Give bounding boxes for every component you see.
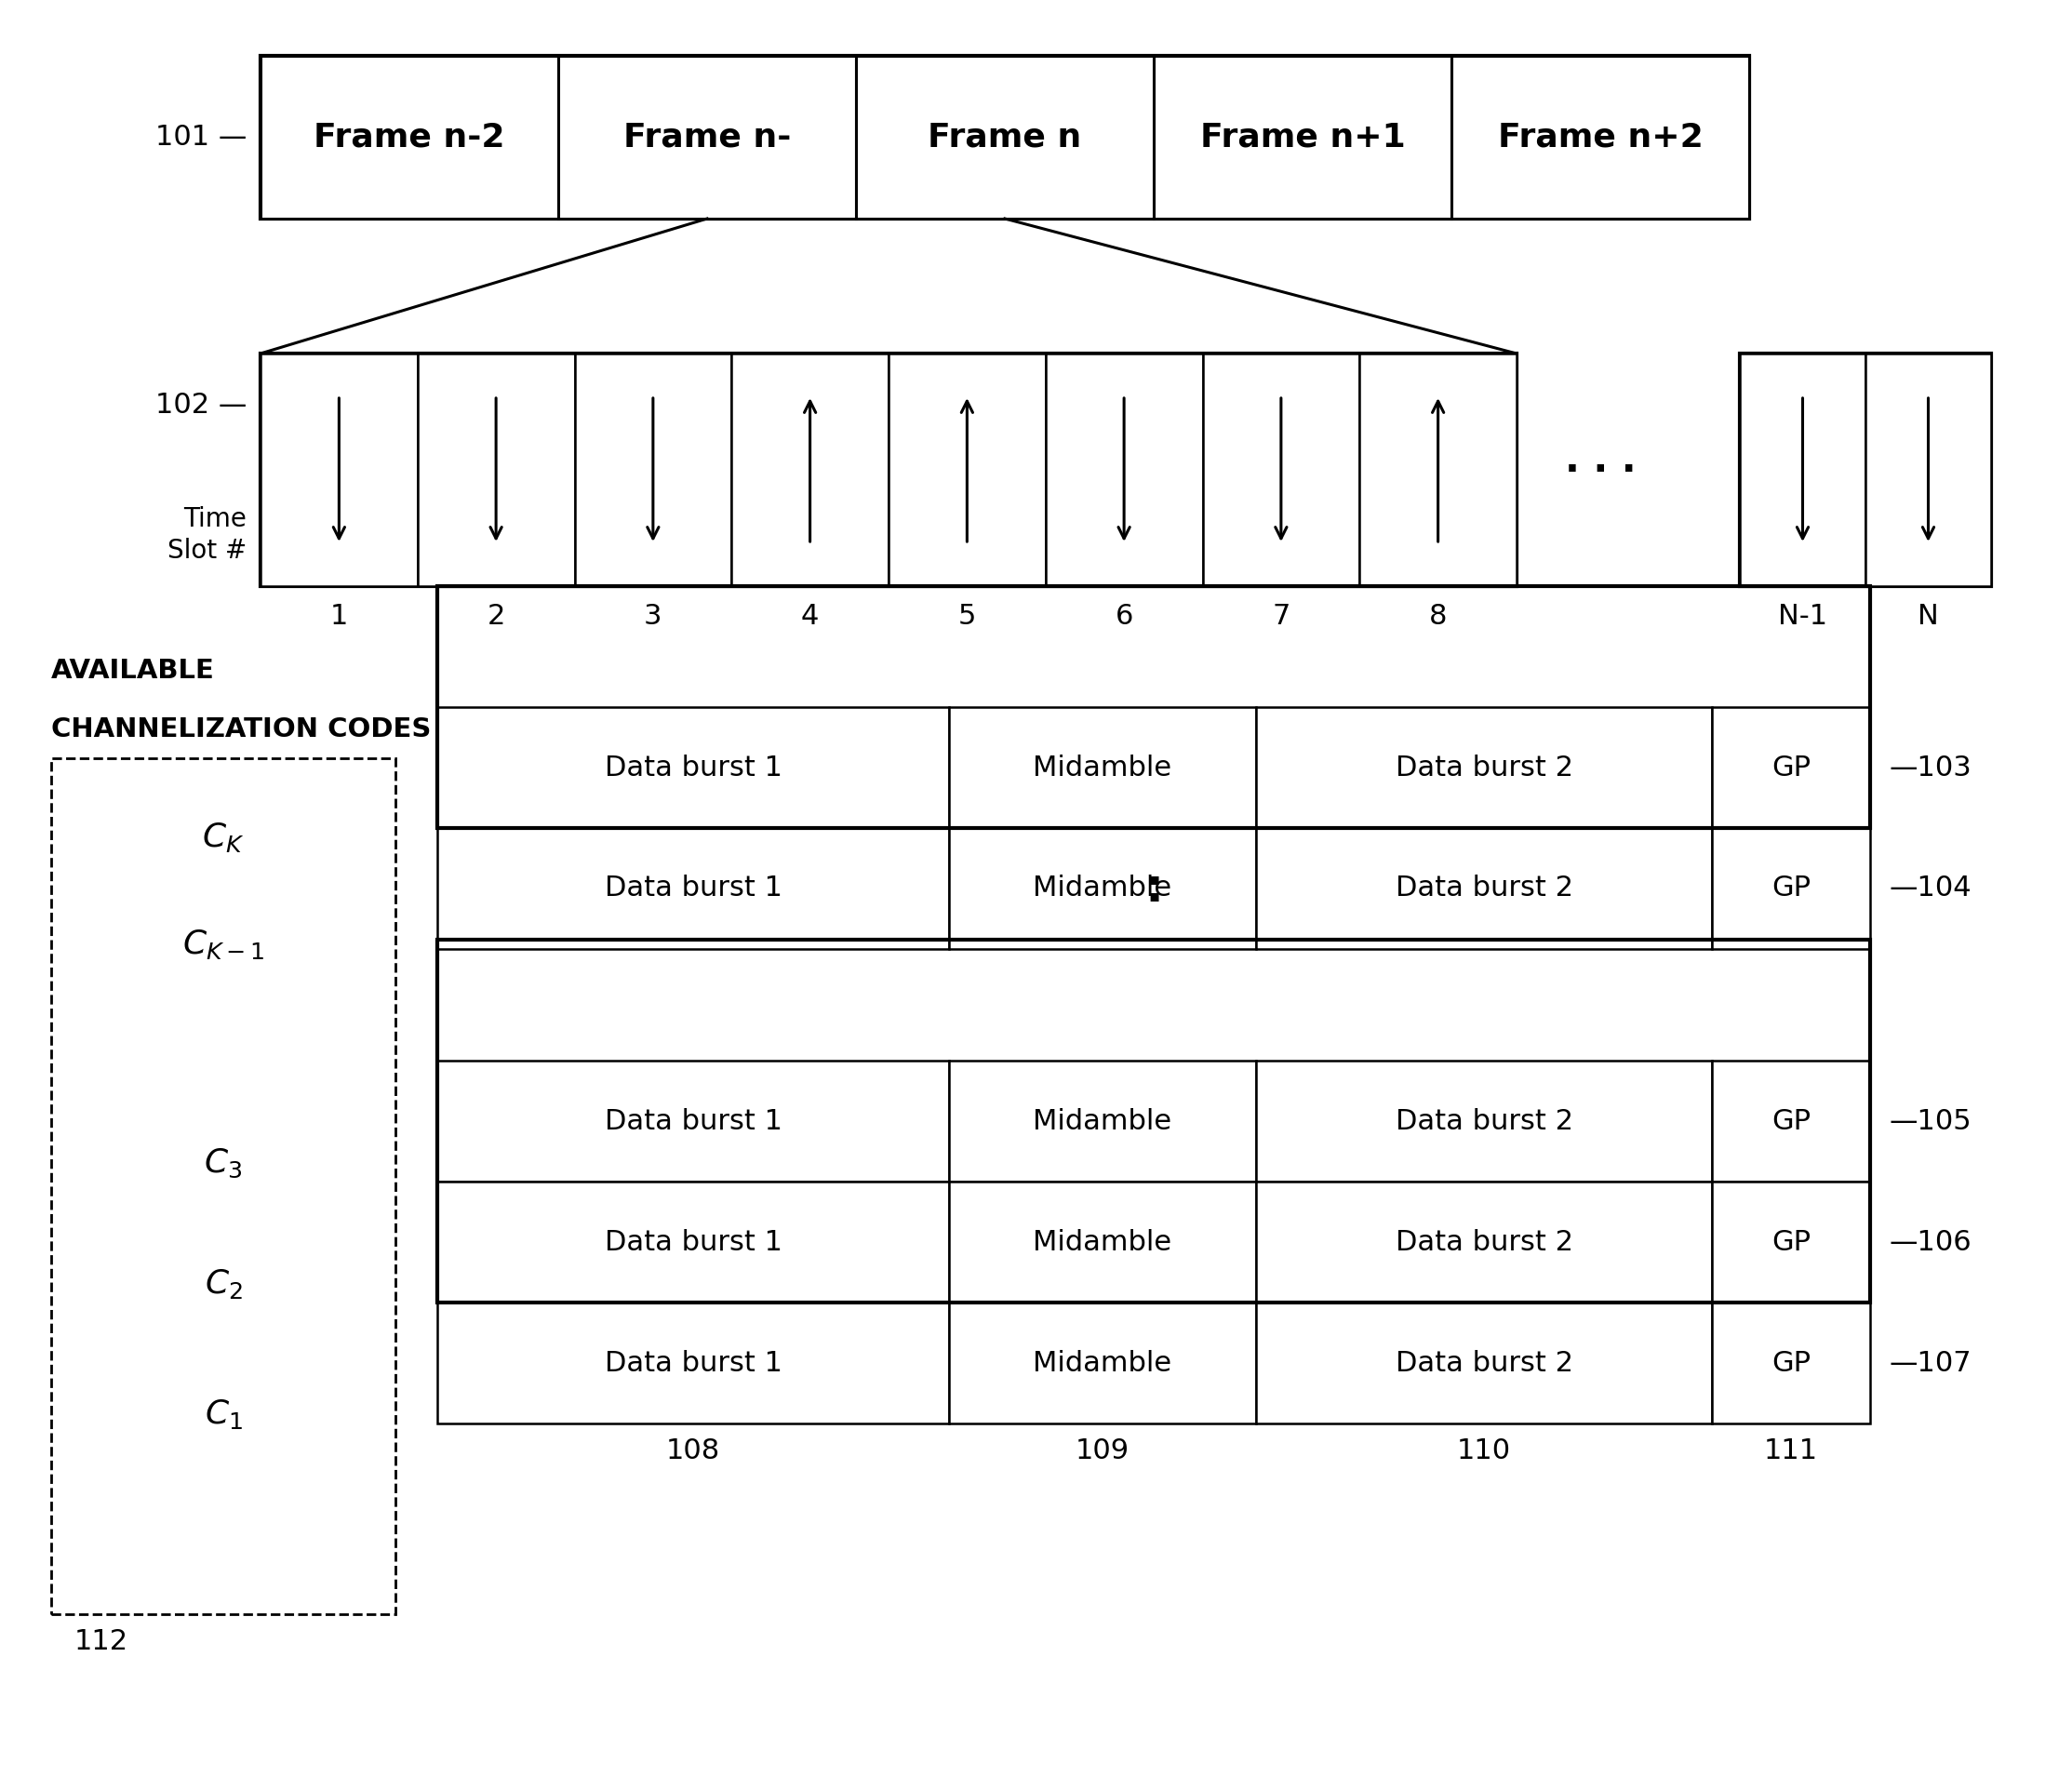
Bar (437, 828, 949, 949)
Text: :: : (1144, 865, 1162, 912)
Bar (949, 1182, 1256, 1303)
Bar (949, 1303, 1256, 1423)
Bar (1256, 1303, 1711, 1423)
Bar (1359, 354, 1517, 586)
Text: 7: 7 (1272, 602, 1291, 629)
Bar (437, 586, 1871, 828)
Text: 112: 112 (75, 1628, 128, 1654)
Text: $C_1$: $C_1$ (205, 1397, 242, 1430)
Bar (261, 354, 1517, 586)
Bar (261, 354, 419, 586)
Bar (889, 354, 1046, 586)
Text: $C_3$: $C_3$ (205, 1146, 242, 1180)
Text: Frame n: Frame n (928, 121, 1082, 153)
Text: GP: GP (1772, 1349, 1811, 1377)
Bar (437, 1061, 949, 1182)
Text: Data burst 1: Data burst 1 (605, 1107, 781, 1134)
Text: 1: 1 (329, 602, 348, 629)
Text: 2: 2 (487, 602, 506, 629)
Bar (1740, 354, 1865, 586)
Bar (1711, 707, 1871, 828)
Text: CHANNELIZATION CODES: CHANNELIZATION CODES (52, 716, 431, 743)
Text: N: N (1919, 602, 1939, 629)
Bar (437, 1182, 949, 1303)
Text: Frame n+2: Frame n+2 (1498, 121, 1703, 153)
Bar (437, 707, 949, 828)
Bar (1450, 55, 1749, 219)
Text: GP: GP (1772, 874, 1811, 903)
Text: —106: —106 (1890, 1228, 1970, 1256)
Text: Time
Slot #: Time Slot # (168, 506, 247, 563)
Text: Data burst 2: Data burst 2 (1394, 1107, 1573, 1134)
Text: Frame n-: Frame n- (624, 121, 792, 153)
Text: 3: 3 (644, 602, 663, 629)
Text: Midamble: Midamble (1034, 874, 1173, 903)
Text: Data burst 1: Data burst 1 (605, 753, 781, 782)
Text: 102 —: 102 — (155, 391, 247, 418)
Text: Midamble: Midamble (1034, 1107, 1173, 1134)
Bar (731, 354, 889, 586)
Bar (1711, 1061, 1871, 1182)
Text: $C_K$: $C_K$ (203, 821, 244, 855)
Bar (949, 707, 1256, 828)
Text: 6: 6 (1115, 602, 1133, 629)
Bar (261, 55, 1749, 219)
Bar (856, 55, 1154, 219)
Text: 109: 109 (1075, 1438, 1129, 1464)
Bar (437, 1303, 949, 1423)
Text: 8: 8 (1430, 602, 1446, 629)
Text: Data burst 1: Data burst 1 (605, 1228, 781, 1256)
Bar (1711, 1182, 1871, 1303)
Text: AVAILABLE: AVAILABLE (52, 657, 215, 684)
Text: Midamble: Midamble (1034, 753, 1173, 782)
Text: $C_{K-1}$: $C_{K-1}$ (182, 928, 265, 961)
Text: GP: GP (1772, 753, 1811, 782)
Text: —104: —104 (1890, 874, 1970, 903)
Text: —103: —103 (1890, 753, 1970, 782)
Text: 108: 108 (665, 1438, 721, 1464)
Bar (1256, 707, 1711, 828)
Text: Data burst 1: Data burst 1 (605, 874, 781, 903)
Text: Midamble: Midamble (1034, 1349, 1173, 1377)
Text: 5: 5 (957, 602, 976, 629)
Bar (1256, 828, 1711, 949)
Bar (557, 55, 856, 219)
Bar (1256, 1061, 1711, 1182)
Bar (949, 828, 1256, 949)
Bar (1046, 354, 1202, 586)
Bar (1256, 1182, 1711, 1303)
Bar (949, 1061, 1256, 1182)
Text: Data burst 2: Data burst 2 (1394, 1228, 1573, 1256)
Bar (1865, 354, 1991, 586)
Text: Data burst 1: Data burst 1 (605, 1349, 781, 1377)
Text: 111: 111 (1763, 1438, 1817, 1464)
Text: . . .: . . . (1564, 441, 1637, 480)
Bar (1711, 828, 1871, 949)
Bar (1711, 1303, 1871, 1423)
Text: Data burst 2: Data burst 2 (1394, 753, 1573, 782)
Bar (574, 354, 731, 586)
Bar (52, 759, 396, 1614)
Text: N-1: N-1 (1778, 602, 1828, 629)
Bar (437, 940, 1871, 1303)
Text: $C_2$: $C_2$ (205, 1267, 242, 1301)
Bar (419, 354, 574, 586)
Bar (1154, 55, 1450, 219)
Text: GP: GP (1772, 1228, 1811, 1256)
Text: 101 —: 101 — (155, 124, 247, 151)
Text: Midamble: Midamble (1034, 1228, 1173, 1256)
Text: —105: —105 (1890, 1107, 1970, 1134)
Text: GP: GP (1772, 1107, 1811, 1134)
Bar (261, 55, 557, 219)
Text: Frame n-2: Frame n-2 (313, 121, 506, 153)
Bar (1202, 354, 1359, 586)
Text: Frame n+1: Frame n+1 (1200, 121, 1405, 153)
Text: Data burst 2: Data burst 2 (1394, 1349, 1573, 1377)
Bar (1740, 354, 1991, 586)
Text: 4: 4 (802, 602, 818, 629)
Text: Data burst 2: Data burst 2 (1394, 874, 1573, 903)
Text: 110: 110 (1457, 1438, 1510, 1464)
Text: —107: —107 (1890, 1349, 1970, 1377)
